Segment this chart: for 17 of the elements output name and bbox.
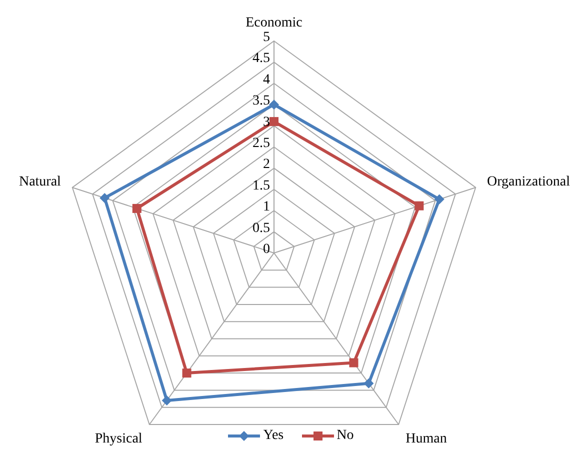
y-tick-label: 1 (263, 200, 270, 215)
y-tick-label: 4.5 (252, 51, 270, 66)
y-tick-label: 2.5 (252, 136, 270, 151)
y-tick-label: 3.5 (252, 94, 270, 109)
y-tick-label: 1.5 (252, 178, 270, 194)
spoke-label: Human (406, 432, 447, 447)
spoke-label: Natural (18, 174, 62, 190)
y-tick-label: 0 (263, 242, 270, 257)
legend-label: No (336, 428, 354, 444)
y-tick-label: 0.5 (252, 220, 270, 236)
legend-label: Yes (263, 428, 284, 444)
spoke-label: Economic (246, 16, 302, 30)
y-tick-label: 5 (263, 30, 270, 45)
spoke-label: Physical (94, 432, 142, 447)
y-tick-label: 4 (263, 72, 270, 88)
spoke-label: Organizational (487, 174, 570, 190)
y-tick-label: 2 (263, 157, 270, 172)
